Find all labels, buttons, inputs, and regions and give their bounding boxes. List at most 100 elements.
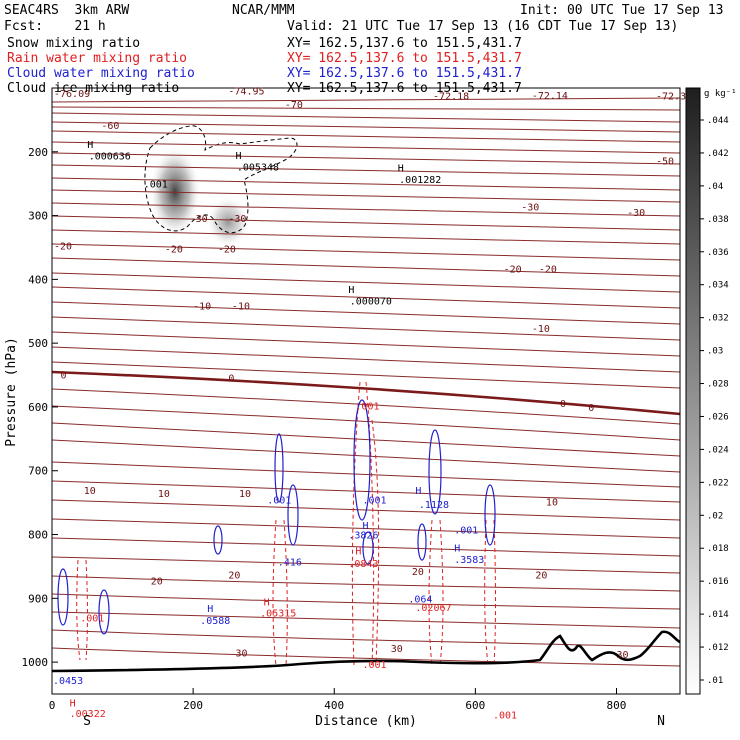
- colorbar-tick-label: .026: [707, 412, 729, 422]
- annotation-label: .001: [355, 402, 379, 413]
- isotherm-line: [51, 106, 681, 111]
- isotherm-label: 10: [158, 489, 170, 500]
- isotherm-label: 30: [616, 650, 628, 661]
- isotherm-label: 30: [391, 644, 403, 655]
- colorbar-tick-label: .02: [707, 511, 723, 521]
- y-axis-ticks: 200 300 400 500 600 700 800 900 1000: [22, 146, 58, 669]
- annotation-label: .0843: [348, 559, 378, 570]
- cloud-water-contour: [287, 484, 299, 546]
- isotherm-label: 20: [151, 576, 163, 587]
- end-label-left: S: [83, 714, 91, 729]
- cloud-water-contour: [274, 433, 284, 503]
- field-label-snow: Snow mixing ratio: [7, 36, 141, 51]
- annotation-label: H: [264, 598, 270, 609]
- annotation-label: H: [454, 543, 460, 554]
- isotherm-line: [51, 272, 681, 293]
- colorbar-tick-label: .034: [707, 281, 729, 291]
- annotation-label: H: [235, 151, 241, 162]
- isotherm-line: [51, 480, 681, 503]
- colorbar-tick-label: .016: [707, 577, 729, 587]
- annotation-label: .416: [278, 557, 302, 568]
- isotherm-label: -30: [190, 214, 208, 225]
- annotation-label: .001: [454, 525, 478, 536]
- isotherm-label: -20: [539, 265, 557, 276]
- isotherm-label: -20: [54, 242, 72, 253]
- isotherm-label: -72.18: [433, 92, 469, 103]
- colorbar-tick-label: .038: [707, 215, 729, 225]
- annotation-label: .3583: [454, 555, 484, 566]
- y-axis-label: Pressure (hPa): [4, 337, 19, 447]
- annotation-label: .001: [80, 613, 104, 624]
- colorbar-tick-label: .044: [707, 116, 729, 126]
- y-tick-label: 400: [28, 273, 48, 286]
- org-label: NCAR/MMM: [232, 3, 295, 18]
- isotherm-line: [51, 461, 681, 488]
- plot-frame: [51, 87, 681, 695]
- isotherm-label: -72.14: [532, 91, 568, 102]
- rain-contour: [76, 559, 88, 661]
- isotherm-line: [51, 286, 681, 309]
- cloud-water-contour: [57, 568, 69, 626]
- isotherm-line: [51, 130, 681, 143]
- isotherm-line: [51, 257, 681, 277]
- rain-contour: [272, 519, 288, 666]
- annotation-label: .000070: [350, 296, 392, 307]
- cloud-water-contour: [417, 523, 427, 561]
- model-title: SEAC4RS 3km ARW: [4, 3, 130, 18]
- colorbar-tick-label: .03: [707, 347, 723, 357]
- isotherm-label: 0: [560, 399, 566, 410]
- isotherm-label: -30: [521, 203, 539, 214]
- isotherm-line: [51, 316, 681, 341]
- isotherm-label: 10: [84, 486, 96, 497]
- annotation-label: .02067: [415, 603, 451, 614]
- x-axis-ticks: 0 200 400 600 800: [49, 688, 626, 712]
- x-tick-label: 0: [49, 699, 56, 712]
- annotation-label: .3826: [348, 531, 378, 542]
- forecast-hour: Fcst: 21 h: [4, 19, 106, 34]
- rain-water-contours: [76, 381, 496, 666]
- annotation-label: .001: [267, 495, 291, 506]
- y-tick-label: 800: [28, 529, 48, 542]
- annotation-label: H: [348, 285, 354, 296]
- terrain-line: [51, 630, 681, 673]
- isotherm-line: [51, 361, 681, 389]
- field-xy-snow: XY= 162.5,137.6 to 151.5,431.7: [287, 36, 522, 51]
- cloud-water-contour: [213, 525, 223, 555]
- isotherm-label: 20: [535, 571, 547, 582]
- isotherm-line: [51, 229, 681, 245]
- isotherm-line: [51, 331, 681, 357]
- x-tick-label: 200: [183, 699, 203, 712]
- isotherm-line: [51, 177, 681, 191]
- isotherm-label: 20: [412, 567, 424, 578]
- x-tick-label: 400: [324, 699, 344, 712]
- isotherm-label: -72.3: [656, 92, 686, 103]
- isotherm-label: 20: [228, 571, 240, 582]
- isotherm-line: [51, 611, 681, 629]
- annotation-label: .001282: [399, 175, 441, 186]
- isotherm-label: 0: [228, 374, 234, 385]
- end-label-right: N: [657, 714, 665, 729]
- isotherm-line: [51, 141, 681, 154]
- annotation-label: H: [355, 546, 361, 557]
- isotherm-line: [51, 388, 681, 425]
- rain-contour: [428, 519, 444, 666]
- isotherm-line: [51, 202, 681, 217]
- colorbar-tick-label: .042: [707, 149, 729, 159]
- isotherm-line: [51, 97, 681, 103]
- y-tick-label: 600: [28, 401, 48, 414]
- annotation-label: H: [70, 698, 76, 709]
- x-tick-label: 600: [465, 699, 485, 712]
- field-xy-rain: XY= 162.5,137.6 to 151.5,431.7: [287, 51, 522, 66]
- y-tick-label: 300: [28, 210, 48, 223]
- isotherm-label: -76.09: [54, 89, 90, 100]
- isotherm-label: 10: [546, 497, 558, 508]
- colorbar-unit: g kg⁻¹: [704, 89, 737, 99]
- colorbar-tick-label: .012: [707, 643, 729, 653]
- y-tick-label: 700: [28, 465, 48, 478]
- field-xy-cloud-water: XY= 162.5,137.6 to 151.5,431.7: [287, 66, 522, 81]
- annotation-label: H: [398, 164, 404, 175]
- isotherm-line: [51, 593, 681, 610]
- isotherm-label: -70: [285, 100, 303, 111]
- colorbar-ticks: .01 .012 .014 .016 .018 .02 .022 .024 .026 .028 .0…: [700, 116, 729, 686]
